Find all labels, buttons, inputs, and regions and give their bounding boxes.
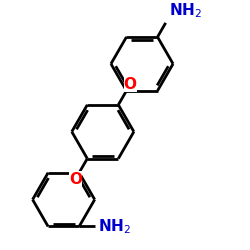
Text: NH$_2$: NH$_2$: [98, 217, 131, 236]
Text: O: O: [124, 77, 137, 92]
Text: NH$_2$: NH$_2$: [168, 1, 202, 20]
Text: O: O: [69, 172, 82, 186]
